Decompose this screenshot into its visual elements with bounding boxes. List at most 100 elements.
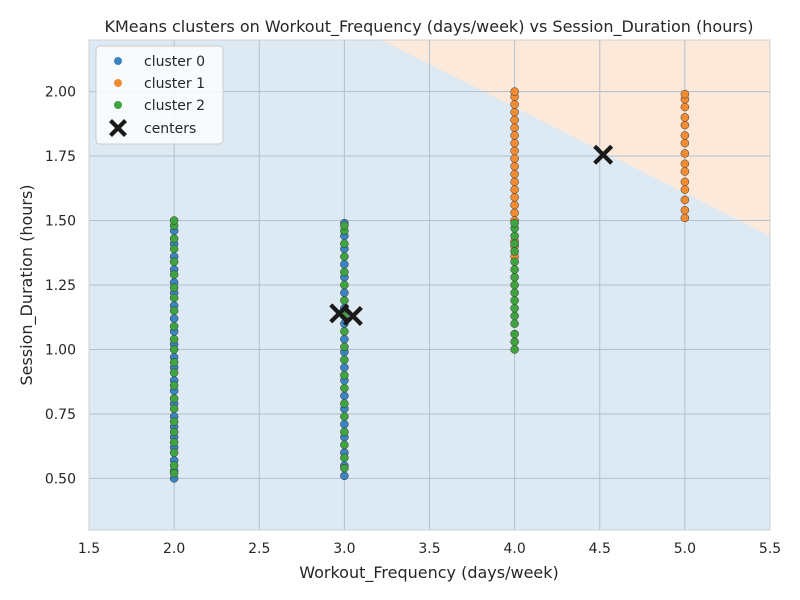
y-tick-label: 1.00 bbox=[45, 342, 76, 358]
x-tick-label: 3.5 bbox=[418, 541, 440, 557]
point-cluster-2 bbox=[511, 312, 519, 320]
x-tick-label: 1.5 bbox=[78, 541, 100, 557]
point-cluster-1 bbox=[511, 186, 519, 194]
point-cluster-2 bbox=[511, 330, 519, 338]
legend-marker-cluster-1 bbox=[114, 79, 122, 87]
point-cluster-2 bbox=[340, 222, 348, 230]
point-cluster-2 bbox=[170, 394, 178, 402]
point-cluster-2 bbox=[340, 296, 348, 304]
point-cluster-1 bbox=[511, 88, 519, 96]
legend-label-cluster-2: cluster 2 bbox=[144, 98, 205, 114]
point-cluster-2 bbox=[340, 281, 348, 289]
point-cluster-1 bbox=[511, 124, 519, 132]
point-cluster-2 bbox=[340, 268, 348, 276]
point-cluster-2 bbox=[340, 413, 348, 421]
point-cluster-2 bbox=[340, 343, 348, 351]
y-tick-label: 0.50 bbox=[45, 471, 76, 487]
point-cluster-2 bbox=[511, 232, 519, 240]
point-cluster-2 bbox=[170, 258, 178, 266]
point-cluster-2 bbox=[340, 253, 348, 261]
point-cluster-2 bbox=[170, 469, 178, 477]
x-tick-label: 4.5 bbox=[589, 541, 611, 557]
point-cluster-1 bbox=[511, 162, 519, 170]
y-tick-label: 0.75 bbox=[45, 407, 76, 423]
legend-marker-cluster-0 bbox=[114, 57, 122, 65]
point-cluster-1 bbox=[511, 100, 519, 108]
point-cluster-2 bbox=[170, 322, 178, 330]
point-cluster-1 bbox=[681, 196, 689, 204]
point-cluster-2 bbox=[170, 382, 178, 390]
y-tick-label: 1.50 bbox=[45, 214, 76, 230]
point-cluster-2 bbox=[340, 240, 348, 248]
point-cluster-1 bbox=[681, 131, 689, 139]
chart-title: KMeans clusters on Workout_Frequency (da… bbox=[105, 17, 754, 37]
y-tick-label: 2.00 bbox=[45, 85, 76, 101]
legend-label-cluster-1: cluster 1 bbox=[144, 76, 205, 92]
x-tick-label: 2.5 bbox=[248, 541, 270, 557]
point-cluster-2 bbox=[340, 464, 348, 472]
point-cluster-1 bbox=[681, 113, 689, 121]
point-cluster-2 bbox=[340, 384, 348, 392]
point-cluster-1 bbox=[681, 149, 689, 157]
point-cluster-0 bbox=[340, 472, 348, 480]
legend-label-cluster-0: cluster 0 bbox=[144, 54, 205, 70]
point-cluster-2 bbox=[340, 454, 348, 462]
point-cluster-1 bbox=[681, 214, 689, 222]
y-tick-label: 1.25 bbox=[45, 278, 76, 294]
point-cluster-2 bbox=[511, 247, 519, 255]
point-cluster-1 bbox=[511, 155, 519, 163]
point-cluster-0 bbox=[170, 315, 178, 323]
point-cluster-2 bbox=[170, 418, 178, 426]
x-tick-labels: 1.5 2.0 2.5 3.0 3.5 4.0 4.5 5.0 5.5 bbox=[78, 541, 781, 557]
point-cluster-1 bbox=[511, 108, 519, 116]
point-cluster-2 bbox=[340, 356, 348, 364]
y-tick-labels: 0.50 0.75 1.00 1.25 1.50 1.75 2.00 bbox=[45, 85, 76, 488]
point-cluster-2 bbox=[511, 281, 519, 289]
y-axis-label: Session_Duration (hours) bbox=[17, 184, 37, 385]
point-cluster-2 bbox=[511, 219, 519, 227]
point-cluster-2 bbox=[170, 294, 178, 302]
point-cluster-2 bbox=[170, 358, 178, 366]
point-cluster-2 bbox=[340, 441, 348, 449]
point-cluster-2 bbox=[340, 428, 348, 436]
point-cluster-1 bbox=[511, 131, 519, 139]
point-cluster-1 bbox=[681, 103, 689, 111]
point-cluster-0 bbox=[340, 392, 348, 400]
x-axis-label: Workout_Frequency (days/week) bbox=[299, 563, 559, 583]
y-tick-label: 1.75 bbox=[45, 149, 76, 165]
point-cluster-1 bbox=[681, 90, 689, 98]
point-cluster-1 bbox=[681, 168, 689, 176]
point-cluster-2 bbox=[170, 405, 178, 413]
point-cluster-2 bbox=[511, 304, 519, 312]
legend-label-centers: centers bbox=[144, 121, 196, 137]
point-cluster-2 bbox=[340, 400, 348, 408]
point-cluster-2 bbox=[170, 307, 178, 315]
point-cluster-2 bbox=[170, 369, 178, 377]
point-cluster-1 bbox=[681, 139, 689, 147]
point-cluster-1 bbox=[511, 147, 519, 155]
point-cluster-1 bbox=[681, 206, 689, 214]
point-cluster-2 bbox=[511, 289, 519, 297]
point-cluster-2 bbox=[170, 428, 178, 436]
point-cluster-0 bbox=[340, 364, 348, 372]
x-tick-label: 2.0 bbox=[163, 541, 185, 557]
point-cluster-2 bbox=[170, 284, 178, 292]
point-cluster-2 bbox=[511, 273, 519, 281]
x-tick-label: 5.5 bbox=[759, 541, 781, 557]
x-tick-label: 5.0 bbox=[674, 541, 696, 557]
point-cluster-2 bbox=[170, 245, 178, 253]
point-cluster-0 bbox=[340, 420, 348, 428]
point-cluster-2 bbox=[170, 438, 178, 446]
point-cluster-1 bbox=[681, 160, 689, 168]
legend-marker-cluster-2 bbox=[114, 101, 122, 109]
point-cluster-2 bbox=[511, 345, 519, 353]
point-cluster-2 bbox=[340, 327, 348, 335]
point-cluster-2 bbox=[511, 338, 519, 346]
point-cluster-2 bbox=[170, 217, 178, 225]
x-tick-label: 4.0 bbox=[503, 541, 525, 557]
point-cluster-2 bbox=[511, 258, 519, 266]
point-cluster-1 bbox=[681, 121, 689, 129]
point-cluster-1 bbox=[511, 139, 519, 147]
point-cluster-2 bbox=[511, 296, 519, 304]
